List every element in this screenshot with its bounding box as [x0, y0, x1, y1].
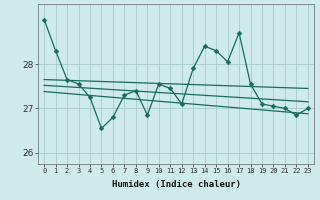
- X-axis label: Humidex (Indice chaleur): Humidex (Indice chaleur): [111, 180, 241, 189]
